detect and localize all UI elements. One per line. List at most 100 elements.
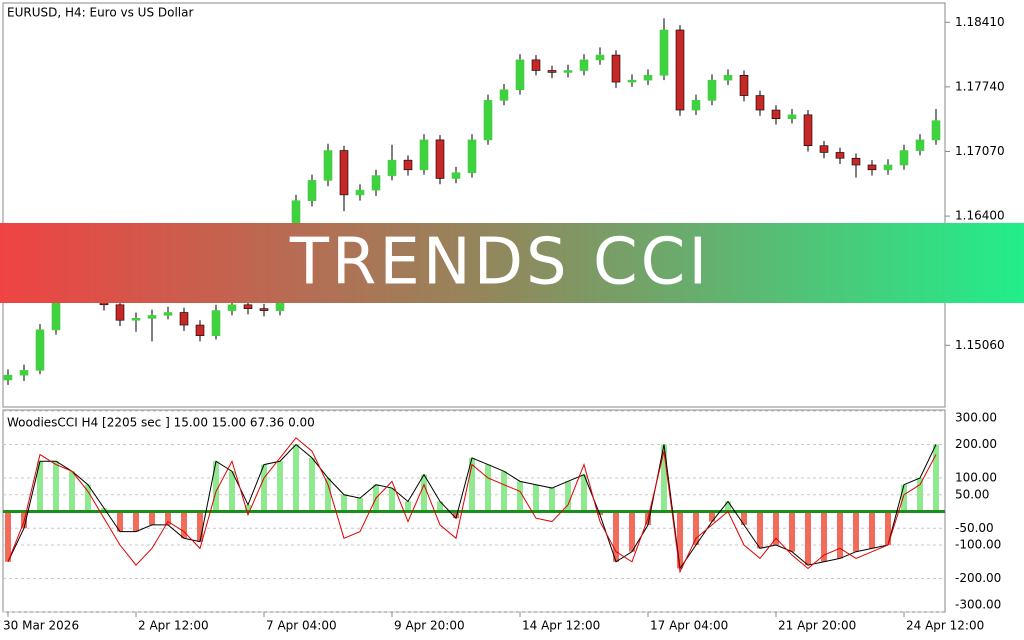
histogram-bar bbox=[37, 461, 43, 512]
histogram-bar bbox=[437, 501, 443, 512]
histogram-bar bbox=[421, 474, 427, 512]
candle-body bbox=[19, 370, 29, 376]
histogram-bar bbox=[725, 501, 731, 512]
candle-body bbox=[35, 329, 45, 371]
histogram-bar bbox=[325, 478, 331, 512]
candle-body bbox=[675, 29, 685, 111]
histogram-bar bbox=[789, 511, 795, 552]
histogram-bar bbox=[245, 504, 251, 512]
histogram-bar bbox=[117, 511, 123, 532]
candle-body bbox=[579, 59, 589, 71]
y-tick-label: -100.00 bbox=[955, 538, 1001, 552]
candle-body bbox=[467, 139, 477, 173]
y-tick-label: -200.00 bbox=[955, 571, 1001, 585]
candle-body bbox=[627, 79, 637, 83]
histogram-bar bbox=[517, 481, 523, 512]
histogram-bar bbox=[933, 444, 939, 512]
histogram-bar bbox=[85, 484, 91, 512]
candle-body bbox=[243, 304, 253, 309]
histogram-bar bbox=[677, 511, 683, 569]
x-tick-label: 30 Mar 2026 bbox=[3, 619, 79, 633]
histogram-bar bbox=[485, 464, 491, 512]
histogram-bar bbox=[389, 488, 395, 512]
candle-body bbox=[755, 95, 765, 111]
y-tick-label: 1.15060 bbox=[955, 338, 1005, 352]
histogram-bar bbox=[293, 444, 299, 512]
cci-line bbox=[7, 437, 937, 574]
histogram-bar bbox=[709, 511, 715, 522]
candle-body bbox=[611, 54, 621, 83]
histogram-bar bbox=[181, 511, 187, 539]
price-pane bbox=[2, 2, 946, 408]
candle-body bbox=[819, 145, 829, 153]
histogram-bar bbox=[261, 464, 267, 512]
price-title: EURUSD, H4: Euro vs US Dollar bbox=[7, 6, 193, 20]
candle-body bbox=[179, 312, 189, 326]
candle-body bbox=[227, 304, 237, 311]
histogram-bar bbox=[453, 511, 459, 519]
candle-body bbox=[259, 308, 269, 311]
y-tick-label: 50.00 bbox=[955, 487, 989, 501]
histogram-bar bbox=[581, 474, 587, 512]
histogram-bar bbox=[773, 511, 779, 545]
candle-body bbox=[515, 59, 525, 91]
x-tick-label: 24 Apr 12:00 bbox=[906, 619, 984, 633]
candle-body bbox=[867, 164, 877, 171]
x-tick-label: 17 Apr 04:00 bbox=[650, 619, 728, 633]
y-tick-label: 1.18410 bbox=[955, 15, 1005, 29]
candle-body bbox=[531, 59, 541, 71]
candle-body bbox=[371, 175, 381, 191]
candle-body bbox=[851, 157, 861, 166]
y-tick-label: 1.17070 bbox=[955, 144, 1005, 158]
histogram-bar bbox=[741, 511, 747, 525]
histogram-bar bbox=[917, 478, 923, 512]
candle-body bbox=[771, 109, 781, 120]
histogram-bar bbox=[613, 511, 619, 562]
candle-body bbox=[739, 75, 749, 96]
candle-body bbox=[147, 315, 157, 319]
candle-body bbox=[707, 79, 717, 101]
histogram-bar bbox=[357, 498, 363, 512]
candle-body bbox=[307, 180, 317, 201]
histogram-bar bbox=[661, 444, 667, 512]
histogram-bar bbox=[53, 461, 59, 512]
candle-body bbox=[883, 164, 893, 171]
histogram-bar bbox=[837, 511, 843, 559]
y-tick-label: 1.17740 bbox=[955, 79, 1005, 93]
candle-body bbox=[355, 189, 365, 196]
candle-body bbox=[211, 310, 221, 336]
banner bbox=[0, 223, 1024, 303]
y-tick-label: 300.00 bbox=[955, 411, 997, 425]
histogram-bar bbox=[277, 461, 283, 512]
candle-body bbox=[435, 139, 445, 179]
candle-body bbox=[787, 114, 797, 120]
histogram-bar bbox=[5, 511, 11, 562]
x-tick-label: 9 Apr 20:00 bbox=[394, 619, 465, 633]
histogram-bar bbox=[597, 511, 603, 515]
candle-body bbox=[931, 120, 941, 141]
candle-body bbox=[547, 70, 557, 73]
histogram-bar bbox=[885, 511, 891, 545]
banner-title: TRENDS CCI bbox=[289, 226, 710, 300]
histogram-bar bbox=[821, 511, 827, 562]
x-tick-label: 21 Apr 20:00 bbox=[778, 619, 856, 633]
histogram-bar bbox=[149, 511, 155, 525]
candle-body bbox=[387, 159, 397, 176]
indicator-title: WoodiesCCI H4 [2205 sec ] 15.00 15.00 67… bbox=[7, 416, 315, 430]
y-tick-label: -300.00 bbox=[955, 598, 1001, 612]
histogram-bar bbox=[693, 511, 699, 545]
candle-body bbox=[339, 150, 349, 196]
candle-body bbox=[723, 75, 733, 81]
y-tick-label: 100.00 bbox=[955, 471, 997, 485]
histogram-bar bbox=[229, 471, 235, 512]
candle-body bbox=[915, 139, 925, 151]
histogram-bar bbox=[853, 511, 859, 552]
x-tick-label: 14 Apr 12:00 bbox=[522, 619, 600, 633]
candle-body bbox=[115, 304, 125, 321]
candle-body bbox=[323, 150, 333, 181]
candle-body bbox=[195, 324, 205, 336]
histogram-bar bbox=[309, 457, 315, 512]
y-tick-label: 200.00 bbox=[955, 437, 997, 451]
histogram-bar bbox=[133, 511, 139, 532]
